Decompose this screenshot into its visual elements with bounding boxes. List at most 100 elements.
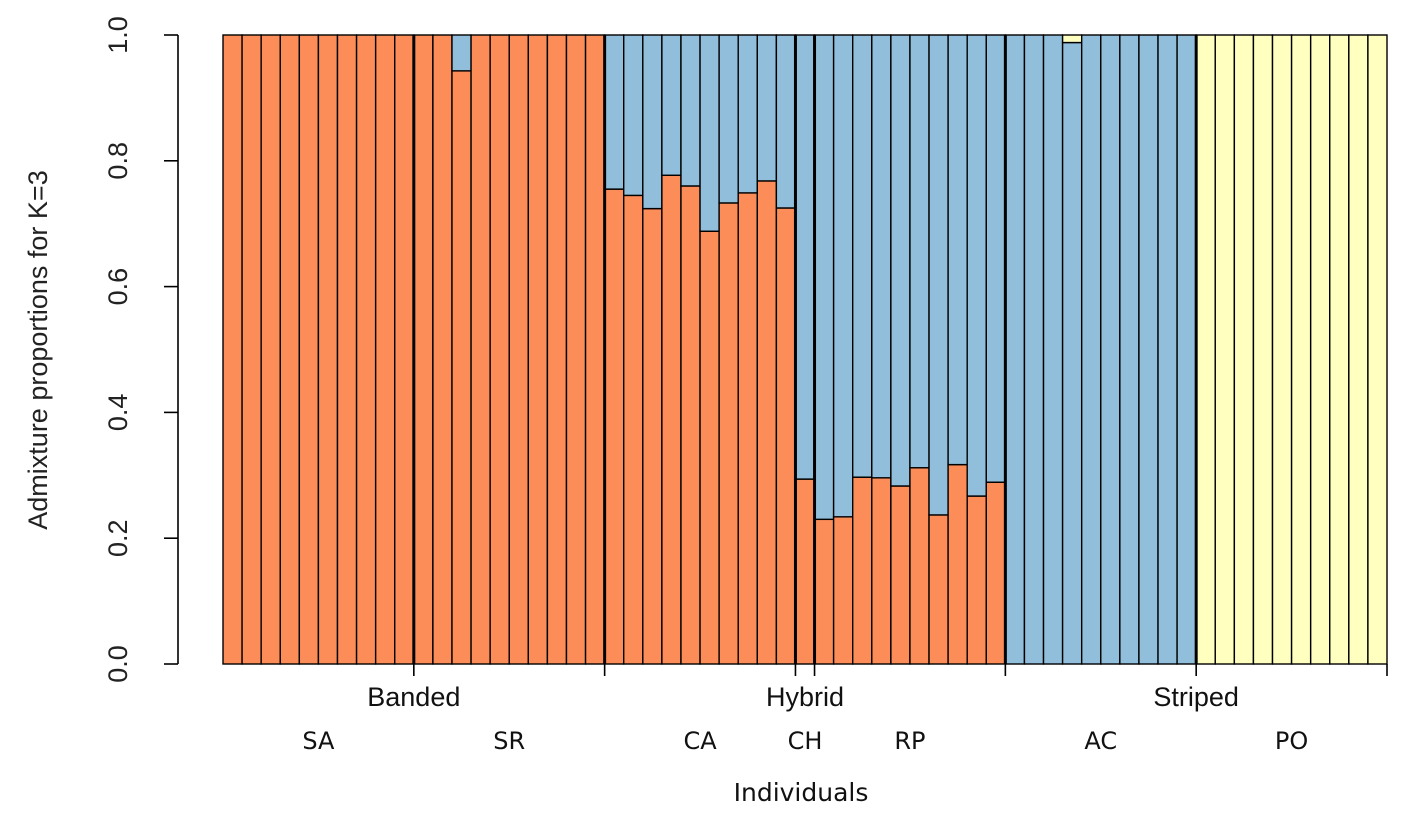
population-label-sa: SA bbox=[302, 727, 335, 755]
bar-segment-yellow bbox=[1233, 34, 1255, 665]
bar-segment-blue bbox=[642, 34, 663, 210]
bar-segment-orange bbox=[852, 476, 873, 665]
bar-segment-orange bbox=[642, 207, 663, 665]
y-axis: 0.0 0.2 0.4 0.6 0.8 1.0 bbox=[103, 16, 179, 683]
bar-segment-orange bbox=[775, 207, 797, 665]
group-label-hybrid: Hybrid bbox=[766, 682, 844, 712]
bar-segment-blue bbox=[699, 34, 720, 232]
bar-segment-blue bbox=[603, 34, 625, 190]
bar-segment-orange bbox=[565, 34, 587, 665]
bar-segment-blue bbox=[947, 34, 968, 466]
bar-segment-blue bbox=[966, 34, 987, 497]
bar-segment-orange bbox=[279, 34, 301, 665]
y-tick-label: 1.0 bbox=[103, 16, 133, 54]
bar-segment-blue bbox=[1100, 34, 1121, 665]
bar-segment-yellow bbox=[1061, 34, 1083, 44]
bar-segment-orange bbox=[489, 34, 510, 665]
bar-segment-orange bbox=[603, 188, 625, 665]
x-axis: SA SR CA CH RP AC PO Banded Hybrid Striped bbox=[302, 664, 1388, 755]
bar-segment-orange bbox=[317, 34, 339, 665]
bar-segment-blue bbox=[832, 34, 854, 518]
bar-segment-blue bbox=[775, 34, 797, 209]
bar-segment-blue bbox=[1042, 34, 1064, 665]
bar-segment-blue bbox=[756, 34, 778, 182]
bar-segment-blue bbox=[1023, 34, 1045, 665]
bar-segment-yellow bbox=[1329, 34, 1350, 665]
bar-segment-blue bbox=[985, 34, 1007, 483]
bar-segment-yellow bbox=[1195, 34, 1216, 665]
bar-segment-orange bbox=[756, 180, 778, 665]
bar-segment-orange bbox=[985, 481, 1007, 665]
bar-segment-orange bbox=[222, 34, 243, 665]
bar-segment-yellow bbox=[1271, 34, 1293, 665]
bar-segment-blue bbox=[794, 34, 816, 480]
bar-segment-blue bbox=[1080, 34, 1102, 665]
bar-segment-blue bbox=[1176, 34, 1197, 665]
bar-segment-blue bbox=[1004, 34, 1026, 665]
bar-segment-orange bbox=[527, 34, 549, 665]
bar-segment-orange bbox=[909, 467, 930, 665]
bar-segment-blue bbox=[813, 34, 835, 521]
bars-layer bbox=[222, 34, 1388, 665]
bar-segment-blue bbox=[1157, 34, 1178, 665]
bar-segment-orange bbox=[928, 514, 949, 665]
bar-segment-blue bbox=[718, 34, 739, 204]
bar-segment-orange bbox=[584, 34, 606, 665]
bar-segment-orange bbox=[298, 34, 320, 665]
bar-segment-orange bbox=[794, 478, 816, 665]
bar-segment-orange bbox=[680, 185, 701, 665]
bar-segment-orange bbox=[336, 34, 358, 665]
y-tick-label: 0.4 bbox=[103, 394, 133, 432]
bar-segment-orange bbox=[413, 34, 434, 665]
y-tick-label: 0.8 bbox=[103, 142, 133, 180]
population-label-po: PO bbox=[1275, 727, 1308, 755]
bar-segment-blue bbox=[909, 34, 930, 469]
bar-segment-orange bbox=[737, 192, 758, 665]
y-tick-label: 0.6 bbox=[103, 268, 133, 306]
bar-segment-orange bbox=[508, 34, 530, 665]
bar-segment-orange bbox=[890, 485, 911, 665]
bar-segment-blue bbox=[1138, 34, 1159, 665]
bar-segment-orange bbox=[699, 230, 720, 665]
bar-segment-orange bbox=[546, 34, 568, 665]
group-label-striped: Striped bbox=[1153, 682, 1239, 712]
bar-segment-blue bbox=[680, 34, 701, 187]
bar-segment-yellow bbox=[1214, 34, 1236, 665]
bar-segment-orange bbox=[661, 174, 682, 665]
bar-segment-blue bbox=[623, 34, 644, 197]
bar-segment-blue bbox=[890, 34, 911, 487]
bar-segment-orange bbox=[623, 194, 644, 665]
x-axis-title: Individuals bbox=[734, 778, 869, 807]
bar-segment-orange bbox=[451, 70, 472, 665]
bar-segment-yellow bbox=[1367, 34, 1388, 665]
bar-segment-blue bbox=[661, 34, 682, 176]
bar-segment-orange bbox=[718, 202, 739, 665]
bar-segment-blue bbox=[451, 34, 472, 72]
y-axis-title: Admixture proportions for K=3 bbox=[23, 170, 53, 529]
population-label-sr: SR bbox=[493, 727, 525, 755]
bar-segment-blue bbox=[852, 34, 873, 478]
bar-segment-orange bbox=[947, 463, 968, 665]
bar-segment-orange bbox=[260, 34, 281, 665]
population-separators bbox=[412, 35, 1198, 664]
bar-segment-orange bbox=[432, 34, 453, 665]
bar-segment-blue bbox=[928, 34, 949, 516]
bar-segment-orange bbox=[470, 34, 491, 665]
bar-segment-orange bbox=[966, 495, 987, 665]
bar-segment-orange bbox=[813, 518, 835, 665]
bar-segment-yellow bbox=[1290, 34, 1312, 665]
bar-segment-yellow bbox=[1348, 34, 1369, 665]
population-label-ac: AC bbox=[1084, 727, 1117, 755]
bar-segment-orange bbox=[374, 34, 396, 665]
population-label-ca: CA bbox=[683, 727, 717, 755]
bar-segment-orange bbox=[394, 34, 415, 665]
bar-segment-blue bbox=[871, 34, 892, 479]
group-label-banded: Banded bbox=[367, 682, 460, 712]
population-label-rp: RP bbox=[894, 727, 925, 755]
bar-segment-orange bbox=[241, 34, 262, 665]
bar-segment-orange bbox=[871, 477, 892, 665]
bar-segment-blue bbox=[1061, 41, 1083, 665]
bar-segment-blue bbox=[1119, 34, 1140, 665]
population-label-ch: CH bbox=[788, 727, 823, 755]
